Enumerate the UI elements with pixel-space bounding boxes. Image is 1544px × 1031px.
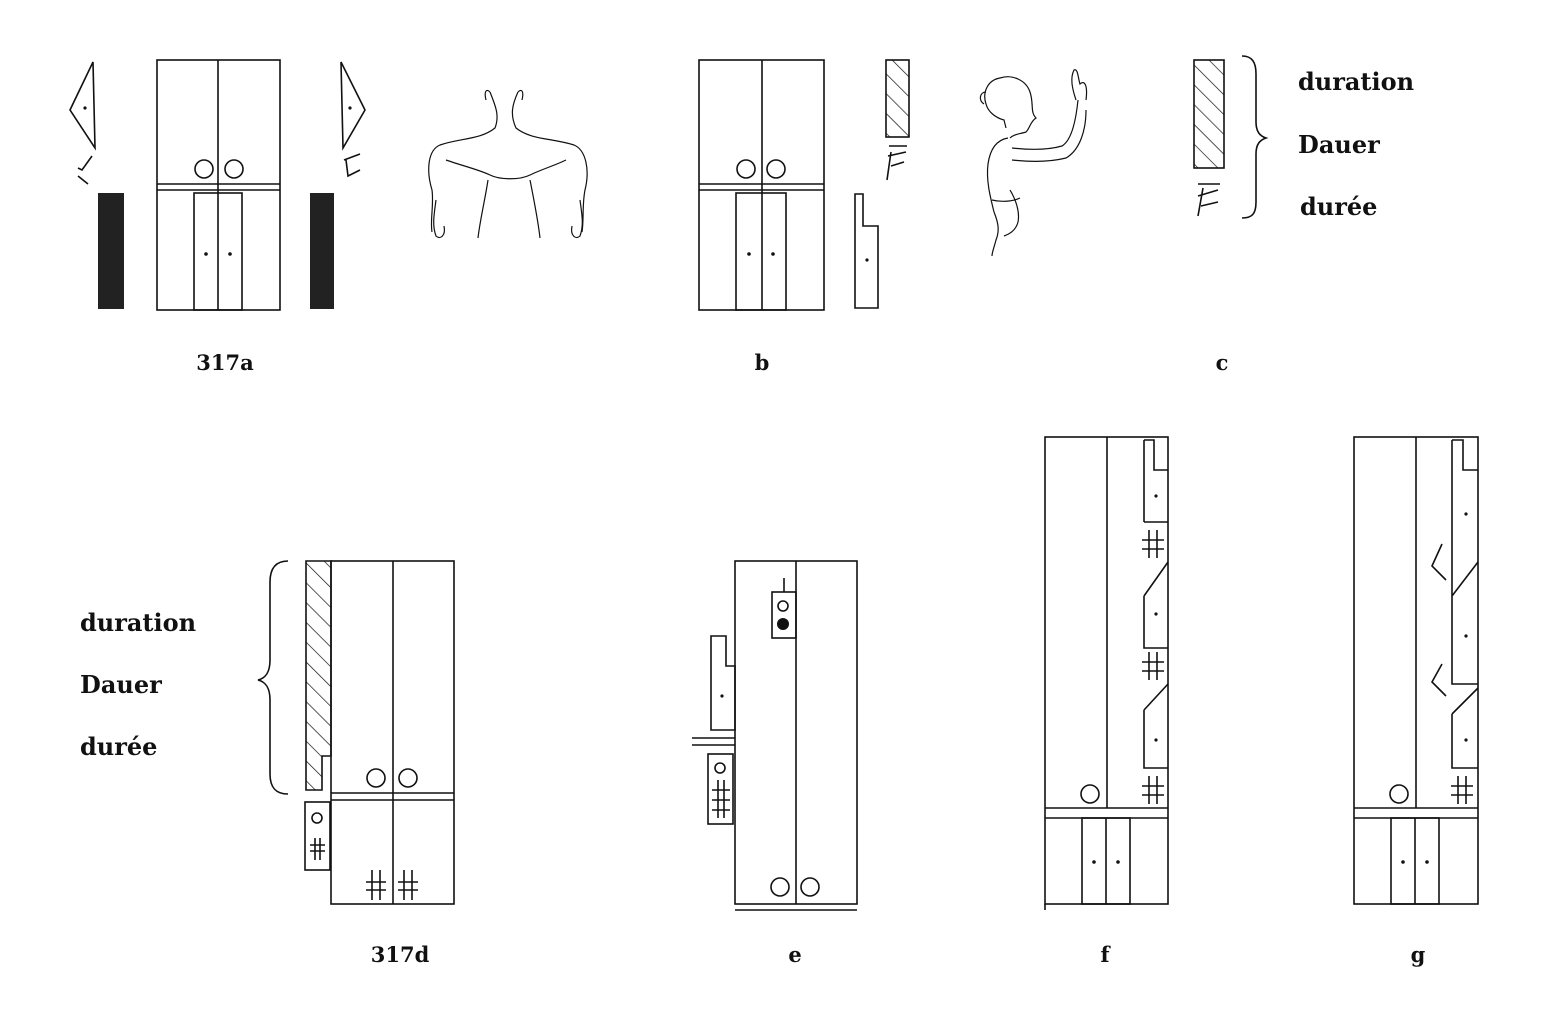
legend-dauer: Dauer <box>80 670 162 699</box>
right-diagonal-direction-symbol <box>340 61 366 151</box>
staff-g <box>1353 436 1479 905</box>
figure-e: e <box>692 560 858 967</box>
caption-317d: 317d <box>371 942 430 967</box>
staff-f <box>1044 436 1169 910</box>
hold-circle <box>1080 784 1100 804</box>
caption-b: b <box>755 350 770 375</box>
hold-circle <box>800 877 820 897</box>
brace <box>1241 55 1269 219</box>
direction-chevron <box>1431 543 1447 581</box>
arm-direction-symbol <box>1197 183 1220 217</box>
arm-column-f <box>1142 439 1169 804</box>
left-diagonal-direction-symbol <box>69 61 96 151</box>
support-box <box>304 801 331 871</box>
caption-e: e <box>788 942 801 967</box>
caption-c: c <box>1216 350 1229 375</box>
caption-g: g <box>1411 942 1426 967</box>
legend-duration: duration <box>80 608 196 637</box>
left-hold-bar <box>98 193 124 309</box>
left-hook-symbol <box>77 155 93 185</box>
figure-c: duration Dauer durée c <box>1193 55 1414 375</box>
staff-317d <box>330 560 455 905</box>
hold-circle <box>1389 784 1409 804</box>
figure-g: g <box>1353 436 1479 967</box>
arm-column-symbol <box>854 193 879 309</box>
hold-circle <box>224 159 244 179</box>
figure-317d: duration Dauer durée 317d <box>80 560 455 967</box>
hold-circle <box>770 877 790 897</box>
caption-f: f <box>1100 942 1111 967</box>
caption-317a: 317a <box>196 350 254 375</box>
arm-column-g <box>1431 439 1479 804</box>
hold-circle <box>398 768 418 788</box>
duration-hatched-bar <box>1193 59 1225 169</box>
hold-cross <box>398 870 418 900</box>
staff-b <box>698 59 825 311</box>
staff-317a <box>156 59 281 311</box>
arm-column-symbol <box>710 635 736 731</box>
hold-circle <box>766 159 786 179</box>
figure-b: b <box>698 59 1088 375</box>
hold-circle <box>194 159 214 179</box>
arm-direction-symbol <box>886 145 907 181</box>
legend-duree: durée <box>80 732 157 761</box>
direction-chevron <box>1431 663 1447 697</box>
right-hook-symbol <box>343 153 361 178</box>
path-sign <box>692 737 735 746</box>
staff-e <box>734 560 858 911</box>
figure-shoulders-illustration <box>428 89 588 239</box>
right-hold-bar <box>310 193 334 309</box>
hold-cross <box>366 870 386 900</box>
duration-hatched-bar <box>305 560 332 791</box>
hold-circle <box>366 768 386 788</box>
figure-f: f <box>1044 436 1169 967</box>
duration-hatched-bar <box>885 59 910 138</box>
legend-duree: durée <box>1300 192 1377 221</box>
figure-317a: 317a <box>69 59 588 375</box>
legend-duration: duration <box>1298 67 1414 96</box>
legend-dauer: Dauer <box>1298 130 1380 159</box>
hold-circle <box>736 159 756 179</box>
brace <box>257 560 289 795</box>
support-box <box>707 753 734 825</box>
figure-arm-raised-illustration <box>979 69 1088 257</box>
